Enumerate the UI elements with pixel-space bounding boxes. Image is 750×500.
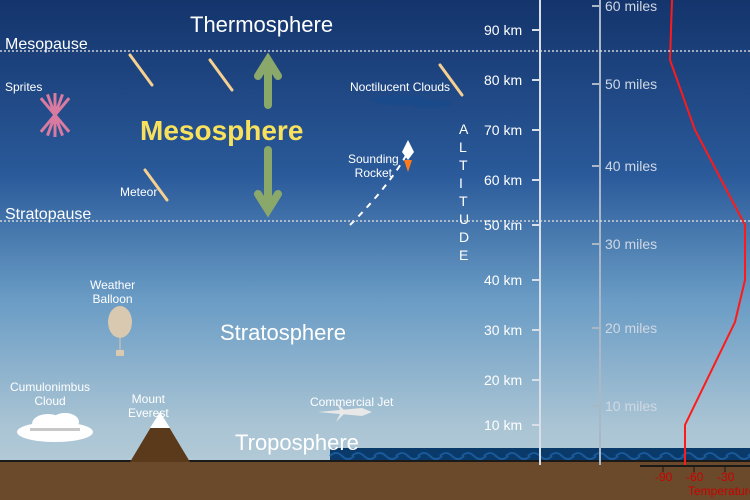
km-tick: 50 km (484, 217, 522, 233)
altitude-label: ALTITUDE (459, 120, 471, 264)
jet-label: Commercial Jet (310, 395, 393, 409)
mi-tick: 10 miles (605, 398, 657, 414)
temp-tick: -30 (717, 470, 734, 484)
km-tick: 80 km (484, 72, 522, 88)
stratopause-label: Stratopause (5, 206, 91, 224)
troposphere-label: Troposphere (235, 430, 359, 456)
cumulonimbus-label: Cumulonimbus Cloud (10, 380, 90, 408)
balloon-label: Weather Balloon (90, 278, 135, 306)
mesopause-label: Mesopause (5, 36, 88, 54)
mi-tick: 40 miles (605, 158, 657, 174)
thermosphere-label: Thermosphere (190, 12, 333, 38)
mesopause-line (0, 50, 750, 52)
km-tick: 30 km (484, 322, 522, 338)
km-tick: 20 km (484, 372, 522, 388)
mesosphere-label: Mesosphere (140, 115, 303, 147)
km-tick: 10 km (484, 417, 522, 433)
mi-tick: 60 miles (605, 0, 657, 14)
mi-tick: 20 miles (605, 320, 657, 336)
mi-tick: 30 miles (605, 236, 657, 252)
sprites-label: Sprites (5, 80, 42, 94)
noctilucent-label: Noctilucent Clouds (350, 80, 450, 94)
km-tick: 40 km (484, 272, 522, 288)
mi-tick: 50 miles (605, 76, 657, 92)
everest-label: Mount Everest (128, 392, 169, 420)
atmosphere-diagram: Mesopause Stratopause Thermosphere Mesosphe… (0, 0, 750, 500)
km-tick: 60 km (484, 172, 522, 188)
meteor-label: Meteor (120, 185, 157, 199)
temperature-label: Temperature (688, 484, 750, 498)
temp-tick: -60 (686, 470, 703, 484)
stratopause-line (0, 220, 750, 222)
stratosphere-label: Stratosphere (220, 320, 346, 346)
km-tick: 70 km (484, 122, 522, 138)
km-tick: 90 km (484, 22, 522, 38)
temp-tick: -90 (655, 470, 672, 484)
sounding-label: Sounding Rocket (348, 152, 399, 180)
